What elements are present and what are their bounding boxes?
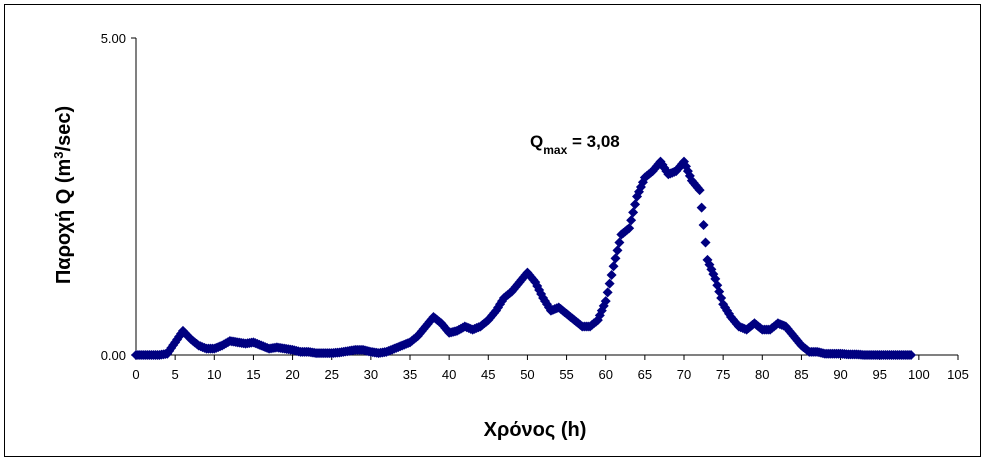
x-tick-label: 105 xyxy=(947,367,969,382)
data-point-marker xyxy=(614,237,625,248)
data-point-marker xyxy=(700,237,711,248)
x-tick-label: 80 xyxy=(755,367,769,382)
x-tick-label: 45 xyxy=(481,367,495,382)
data-point-marker xyxy=(608,261,619,272)
x-tick-label: 75 xyxy=(716,367,730,382)
x-ticks: 0 5 10 15 20 25 30 35 40 45 50 55 60 65 70 75 80 85 90 95 10… xyxy=(132,355,969,382)
data-point-marker xyxy=(610,253,621,264)
data-point-marker xyxy=(612,245,623,256)
chart-frame xyxy=(4,4,981,457)
x-tick-label: 5 xyxy=(172,367,179,382)
x-tick-label: 15 xyxy=(246,367,260,382)
y-ticks: 0.00 5.00 xyxy=(101,31,136,363)
x-tick-label: 40 xyxy=(442,367,456,382)
y-tick-label: 0.00 xyxy=(101,348,126,363)
x-tick-label: 30 xyxy=(364,367,378,382)
x-tick-label: 0 xyxy=(132,367,139,382)
x-tick-label: 35 xyxy=(403,367,417,382)
data-point-marker xyxy=(694,185,705,196)
data-point-marker xyxy=(602,287,613,298)
y-axis-title-superscript: 3 xyxy=(51,151,66,158)
x-tick-label: 65 xyxy=(638,367,652,382)
data-point-marker xyxy=(696,202,707,213)
y-axis-title-tail: /sec) xyxy=(53,106,75,152)
x-tick-label: 55 xyxy=(559,367,573,382)
data-point-marker xyxy=(604,278,615,289)
x-tick-label: 100 xyxy=(908,367,930,382)
data-series xyxy=(131,156,917,360)
data-point-marker xyxy=(606,269,617,280)
x-axis-title: Χρόνος (h) xyxy=(484,419,587,441)
x-tick-label: 85 xyxy=(794,367,808,382)
qmax-annotation-value: = 3,08 xyxy=(567,132,619,151)
qmax-annotation: Qmax = 3,08 xyxy=(530,132,620,157)
y-tick-label: 5.00 xyxy=(101,31,126,46)
x-tick-label: 10 xyxy=(207,367,221,382)
y-axis-title: Παροχή Q (m3/sec) xyxy=(51,106,76,284)
x-tick-label: 25 xyxy=(324,367,338,382)
data-point-marker xyxy=(626,215,637,226)
qmax-annotation-subscript: max xyxy=(543,143,567,157)
y-axis-title-main: Παροχή Q (m xyxy=(53,159,75,284)
data-point-marker xyxy=(906,350,917,360)
x-tick-label: 70 xyxy=(677,367,691,382)
x-tick-label: 90 xyxy=(833,367,847,382)
x-tick-label: 50 xyxy=(520,367,534,382)
data-point-marker xyxy=(624,223,635,234)
x-tick-label: 20 xyxy=(285,367,299,382)
data-point-marker xyxy=(630,199,641,210)
data-point-marker xyxy=(698,220,709,231)
x-tick-label: 95 xyxy=(872,367,886,382)
x-tick-label: 60 xyxy=(598,367,612,382)
data-point-marker xyxy=(600,296,611,307)
data-point-marker xyxy=(628,207,639,218)
qmax-annotation-label: Q xyxy=(530,132,543,151)
